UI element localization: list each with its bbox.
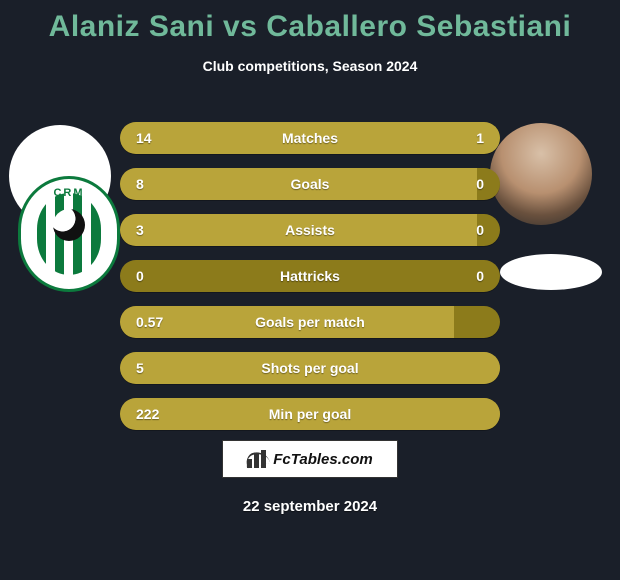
stat-label: Assists (196, 222, 424, 238)
stat-label: Hattricks (196, 268, 424, 284)
chart-icon (247, 450, 269, 468)
stat-value-right: 0 (424, 222, 484, 238)
site-name: FcTables.com (273, 451, 372, 468)
stat-row: 0.57Goals per match (120, 306, 500, 338)
page-title: Alaniz Sani vs Caballero Sebastiani (0, 0, 620, 44)
stat-value-left: 3 (136, 222, 196, 238)
stat-row: 3Assists0 (120, 214, 500, 246)
player-right-club-badge (500, 254, 602, 290)
stat-value-left: 222 (136, 406, 196, 422)
player-right-avatar (490, 123, 592, 225)
stat-value-left: 14 (136, 130, 196, 146)
stats-table: 14Matches18Goals03Assists00Hattricks00.5… (120, 122, 500, 444)
stat-label: Min per goal (196, 406, 424, 422)
stat-label: Goals (196, 176, 424, 192)
stat-value-left: 5 (136, 360, 196, 376)
stat-label: Shots per goal (196, 360, 424, 376)
stat-value-left: 0.57 (136, 314, 196, 330)
stat-value-right: 0 (424, 268, 484, 284)
stat-label: Goals per match (196, 314, 424, 330)
page-subtitle: Club competitions, Season 2024 (0, 58, 620, 74)
stat-label: Matches (196, 130, 424, 146)
stat-row: 8Goals0 (120, 168, 500, 200)
stat-value-right: 1 (424, 130, 484, 146)
club-badge-initials: CRM (53, 187, 84, 199)
player-left-club-badge: CRM (18, 176, 120, 292)
site-logo[interactable]: FcTables.com (222, 440, 398, 478)
stat-row: 14Matches1 (120, 122, 500, 154)
stat-value-left: 8 (136, 176, 196, 192)
stat-value-left: 0 (136, 268, 196, 284)
stat-row: 222Min per goal (120, 398, 500, 430)
footer-date: 22 september 2024 (0, 498, 620, 515)
stat-value-right: 0 (424, 176, 484, 192)
stat-row: 0Hattricks0 (120, 260, 500, 292)
stat-row: 5Shots per goal (120, 352, 500, 384)
soccer-ball-icon (53, 209, 85, 241)
